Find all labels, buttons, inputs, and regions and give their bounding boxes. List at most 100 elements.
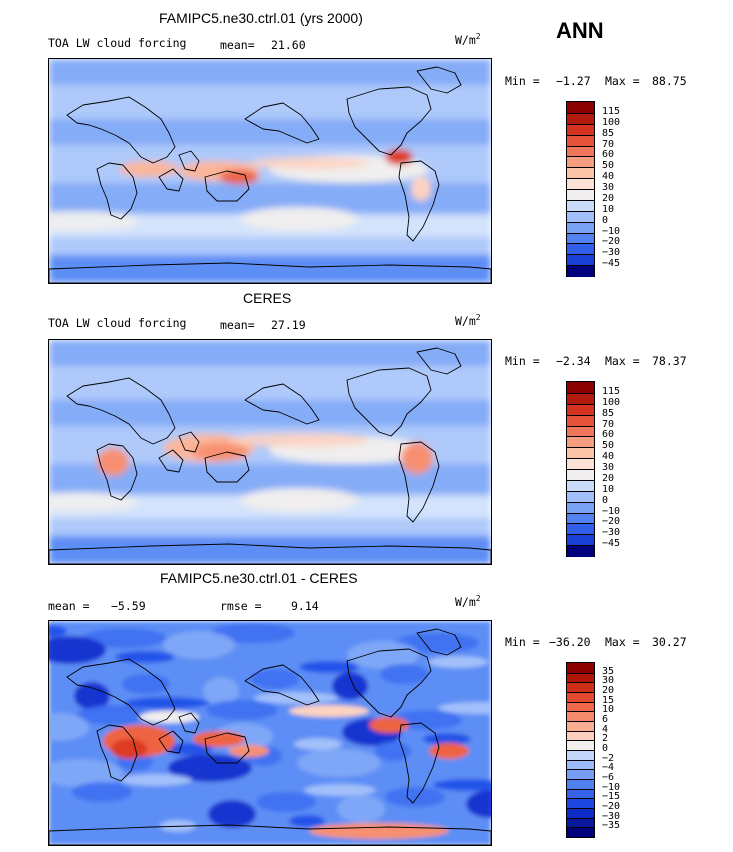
- colorbar-box: [567, 798, 594, 809]
- panel-diff-rmse-label: rmse =: [220, 599, 262, 613]
- colorbar-tick-label: 10: [602, 483, 615, 495]
- colorbar-tick-label: −30: [602, 527, 621, 539]
- colorbar-tick-label: −30: [602, 247, 621, 259]
- colorbar-tick-label: −45: [602, 538, 621, 550]
- colorbar-tick-label: −2: [602, 752, 615, 764]
- colorbar-tick-label: 70: [602, 418, 615, 430]
- panel-diff-min-label: Min =: [505, 635, 540, 649]
- colorbar-tick-label: −10: [602, 225, 621, 237]
- colorbar-box: [567, 102, 594, 114]
- colorbar-tick-label: −15: [602, 791, 621, 803]
- colorbar-box: [567, 827, 594, 838]
- colorbar-tick-label: −6: [602, 772, 615, 784]
- panel-model-units: W/m2: [455, 32, 481, 47]
- colorbar-tick-label: 0: [602, 743, 609, 755]
- panel-model-max-value: 88.75: [652, 74, 687, 88]
- colorbar-box: [567, 501, 594, 513]
- colorbar-tick-label: 0: [602, 214, 609, 226]
- colorbar-tick-label: 6: [602, 714, 609, 726]
- panel-obs-min-value: −2.34: [556, 354, 591, 368]
- colorbar-box: [567, 817, 594, 828]
- panel-model-mean-value: 21.60: [271, 38, 306, 52]
- panel-model-variable-label: TOA LW cloud forcing: [48, 36, 187, 50]
- panel-obs-max-value: 78.37: [652, 354, 687, 368]
- colorbar-box: [567, 721, 594, 732]
- colorbar-box: [567, 403, 594, 416]
- panel-obs-mean-value: 27.19: [271, 318, 306, 332]
- colorbar-box: [567, 392, 594, 405]
- panel-diff-min-value: −36.20: [549, 635, 591, 649]
- colorbar-box: [567, 425, 594, 437]
- panel-obs-mean-label: mean=: [220, 318, 255, 332]
- colorbar-tick-label: −45: [602, 258, 621, 270]
- colorbar-tick-label: 4: [602, 723, 609, 735]
- colorbar-box: [567, 469, 594, 481]
- panel-diff-colorbar: [566, 662, 595, 838]
- panel-model-min-label: Min =: [505, 74, 540, 88]
- colorbar-tick-label: 70: [602, 138, 615, 150]
- colorbar-tick-label: 35: [602, 665, 615, 677]
- panel-diff-map: [48, 620, 492, 846]
- colorbar-tick-label: −20: [602, 236, 621, 248]
- colorbar-box: [567, 414, 594, 426]
- panel-obs-units: W/m2: [455, 313, 481, 328]
- colorbar-box: [567, 145, 594, 157]
- colorbar-box: [567, 479, 594, 492]
- colorbar-tick-label: 20: [602, 685, 615, 696]
- colorbar-tick-label: −35: [602, 820, 621, 832]
- colorbar-tick-label: 10: [602, 203, 615, 215]
- colorbar-tick-label: 30: [602, 462, 615, 473]
- colorbar-tick-label: −30: [602, 810, 621, 822]
- colorbar-box: [567, 210, 594, 223]
- colorbar-box: [567, 750, 594, 761]
- colorbar-box: [567, 672, 594, 683]
- colorbar-tick-label: 100: [602, 116, 621, 128]
- colorbar-tick-label: −20: [602, 516, 621, 528]
- colorbar-box: [567, 769, 594, 780]
- colorbar-tick-label: 115: [602, 385, 621, 397]
- colorbar-tick-label: 30: [602, 675, 615, 687]
- panel-diff-max-label: Max =: [605, 635, 640, 649]
- colorbar-box: [567, 221, 594, 233]
- colorbar-box: [567, 382, 594, 394]
- panel-diff-mean-label: mean =: [48, 599, 90, 613]
- panel-model-min-value: −1.27: [556, 74, 591, 88]
- colorbar-box: [567, 682, 594, 693]
- colorbar-tick-label: 50: [602, 440, 615, 452]
- colorbar-box: [567, 447, 594, 459]
- colorbar-tick-label: 30: [602, 182, 615, 193]
- colorbar-tick-label: 60: [602, 429, 615, 441]
- colorbar-tick-label: 85: [602, 127, 615, 139]
- colorbar-box: [567, 512, 594, 524]
- colorbar-box: [567, 458, 594, 470]
- panel-obs-map: [48, 339, 492, 565]
- panel-obs-colorbar: [566, 381, 595, 557]
- panel-obs-max-label: Max =: [605, 354, 640, 368]
- colorbar-box: [567, 254, 594, 266]
- colorbar-tick-label: 40: [602, 171, 615, 183]
- panel-model-max-label: Max =: [605, 74, 640, 88]
- colorbar-tick-label: 2: [602, 733, 609, 745]
- panel-diff-title: FAMIPC5.ne30.ctrl.01 - CERES: [160, 570, 358, 586]
- panel-diff-max-value: 30.27: [652, 635, 687, 649]
- colorbar-tick-label: 15: [602, 694, 615, 706]
- colorbar-box: [567, 123, 594, 136]
- colorbar-tick-label: 10: [602, 704, 615, 716]
- colorbar-box: [567, 788, 594, 799]
- panel-diff-mean-value: −5.59: [111, 599, 146, 613]
- colorbar-box: [567, 740, 594, 751]
- colorbar-tick-label: −20: [602, 801, 621, 813]
- colorbar-tick-label: 115: [602, 105, 621, 117]
- colorbar-tick-label: 85: [602, 407, 615, 419]
- colorbar-box: [567, 178, 594, 190]
- colorbar-box: [567, 711, 594, 722]
- season-label: ANN: [556, 18, 604, 43]
- colorbar-box: [567, 134, 594, 146]
- colorbar-box: [567, 436, 594, 448]
- colorbar-box: [567, 730, 594, 741]
- colorbar-box: [567, 199, 594, 212]
- colorbar-tick-label: −4: [602, 762, 615, 774]
- colorbar-box: [567, 663, 594, 674]
- colorbar-tick-label: 40: [602, 451, 615, 463]
- colorbar-tick-label: 20: [602, 472, 615, 484]
